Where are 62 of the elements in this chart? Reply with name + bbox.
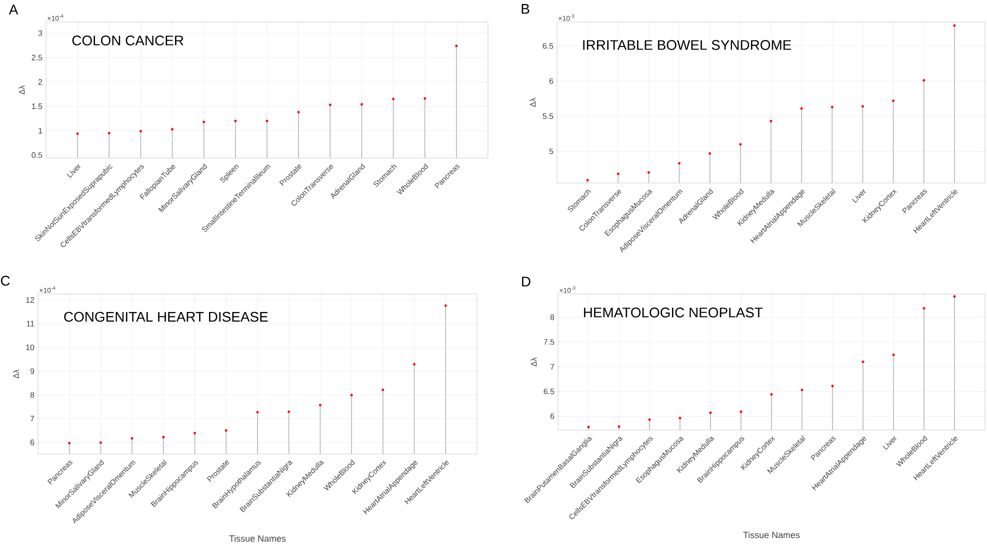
point xyxy=(234,120,237,122)
point xyxy=(130,437,134,440)
point xyxy=(170,128,174,131)
point xyxy=(288,410,290,414)
point xyxy=(256,410,259,414)
point xyxy=(382,388,384,392)
point xyxy=(162,436,165,438)
point xyxy=(770,120,772,122)
point xyxy=(739,143,742,146)
point xyxy=(892,99,895,102)
x-axis-title: Tissue Names xyxy=(743,532,800,538)
text: CONGENITAL HEART DISEASE xyxy=(64,312,268,322)
point xyxy=(455,44,458,48)
point xyxy=(76,132,79,135)
point xyxy=(740,410,742,413)
point xyxy=(350,394,353,396)
point xyxy=(587,426,590,428)
point xyxy=(831,384,834,388)
point xyxy=(953,24,956,27)
point xyxy=(328,104,332,106)
point xyxy=(224,429,228,432)
point xyxy=(953,295,956,298)
text: HEMATOLOGIC NEOPLAST xyxy=(584,308,763,318)
point xyxy=(68,442,71,444)
point xyxy=(830,106,834,108)
point xyxy=(618,425,620,428)
point xyxy=(862,360,864,364)
point xyxy=(922,79,926,82)
point xyxy=(648,418,651,421)
point xyxy=(318,404,322,406)
text: D xyxy=(522,276,530,286)
point xyxy=(412,362,416,366)
text: C xyxy=(0,276,10,286)
point xyxy=(678,416,682,420)
point xyxy=(586,178,589,182)
text: A xyxy=(8,4,18,14)
point xyxy=(424,97,426,100)
point xyxy=(266,120,268,122)
point xyxy=(770,393,773,396)
x-axis-title: Tissue Names xyxy=(229,535,286,542)
text: IRRITABLE BOWEL SYNDROME xyxy=(583,40,792,50)
point xyxy=(922,307,926,310)
point xyxy=(99,441,102,444)
point xyxy=(800,107,803,110)
point xyxy=(678,162,681,165)
point xyxy=(202,120,206,124)
point xyxy=(108,132,110,134)
point xyxy=(297,110,300,114)
point xyxy=(444,304,447,307)
point xyxy=(139,130,142,132)
text: B xyxy=(522,4,530,14)
point xyxy=(392,98,395,100)
point xyxy=(708,152,712,155)
point xyxy=(616,172,620,176)
point xyxy=(360,103,364,106)
point xyxy=(800,388,804,392)
point xyxy=(892,354,895,356)
point xyxy=(861,105,864,108)
text: COLON CANCER xyxy=(72,36,184,46)
point xyxy=(647,171,650,174)
point xyxy=(709,411,712,414)
point xyxy=(193,432,196,434)
